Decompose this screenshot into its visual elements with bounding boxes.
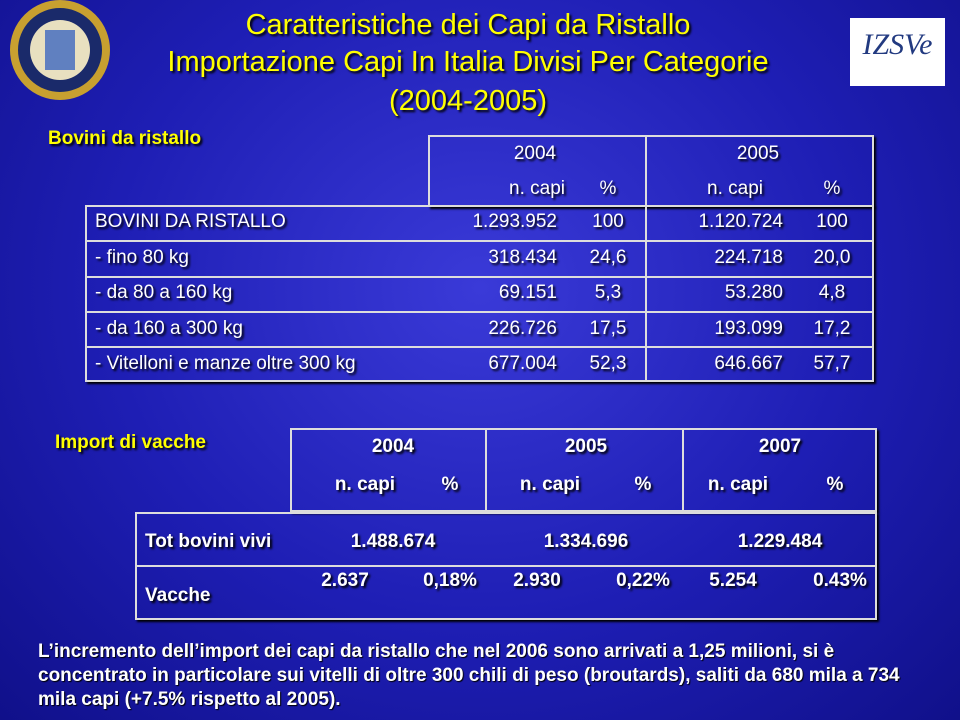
cell-value: 2.637 <box>321 570 369 591</box>
cell-value: 224.718 <box>714 246 783 268</box>
year-header: 2005 <box>564 436 608 457</box>
row-divider <box>85 276 872 278</box>
column-divider <box>645 135 647 380</box>
row-label: - da 160 a 300 kg <box>95 317 243 339</box>
cell-value: 1.120.724 <box>698 211 783 232</box>
row-divider <box>85 311 872 313</box>
year-header: 2005 <box>736 143 780 164</box>
column-divider <box>485 428 487 510</box>
column-header: % <box>441 474 459 495</box>
cell-value: 4,8 <box>818 282 846 303</box>
row-label: Tot bovini vivi <box>145 531 272 552</box>
row-divider <box>135 565 875 567</box>
cell-value: 100 <box>592 211 624 232</box>
cell-value: 1.293.952 <box>472 211 557 232</box>
column-header: n. capi <box>707 178 763 199</box>
column-header: n. capi <box>334 474 396 495</box>
cell-value: 5,3 <box>594 282 622 303</box>
cell-value: 17,2 <box>813 317 851 339</box>
cell-value: 318.434 <box>488 246 557 268</box>
izs-logo: IZSVe <box>850 18 945 86</box>
cell-value: 1.334.696 <box>543 531 629 552</box>
title-line: Caratteristiche dei Capi da Ristallo <box>245 9 691 41</box>
logo-text: IZSVe <box>862 28 933 61</box>
cell-value: 57,7 <box>813 353 851 374</box>
paragraph: L’incremento dell’import dei capi da ris… <box>38 641 900 710</box>
cell-value: 2.930 <box>513 570 561 591</box>
column-header: % <box>823 178 841 199</box>
table-header-box <box>290 428 877 512</box>
cell-value: 0,18% <box>423 570 477 591</box>
column-header: n. capi <box>707 474 769 495</box>
title-line: (2004-2005) <box>389 85 547 117</box>
cell-value: 17,5 <box>589 317 627 339</box>
column-header: % <box>826 474 844 495</box>
column-header: % <box>599 178 617 199</box>
cell-value: 20,0 <box>813 246 851 268</box>
cell-value: 0.43% <box>813 570 867 591</box>
row-divider <box>85 240 872 242</box>
cell-value: 52,3 <box>589 353 627 374</box>
cell-value: 1.488.674 <box>350 531 436 552</box>
year-header: 2004 <box>371 436 415 457</box>
row-label: BOVINI DA RISTALLO <box>95 211 286 232</box>
column-divider <box>682 428 684 510</box>
column-header: n. capi <box>519 474 581 495</box>
row-divider <box>85 346 872 348</box>
row-label: - da 80 a 160 kg <box>95 282 233 303</box>
cell-value: 24,6 <box>589 246 627 268</box>
row-label: - Vitelloni e manze oltre 300 kg <box>95 353 356 374</box>
table-body-box <box>85 205 874 382</box>
column-header: n. capi <box>509 178 565 199</box>
seal-logo <box>10 0 110 100</box>
row-label: Vacche <box>145 585 211 606</box>
cell-value: 69.151 <box>498 282 557 303</box>
cell-value: 0,22% <box>616 570 670 591</box>
table-label: Bovini da ristallo <box>48 128 202 149</box>
column-header: % <box>634 474 652 495</box>
year-header: 2004 <box>513 143 557 164</box>
table-label: Import di vacche <box>55 432 206 453</box>
cell-value: 677.004 <box>488 353 557 374</box>
cell-value: 100 <box>816 211 848 232</box>
year-header: 2007 <box>758 436 802 457</box>
cell-value: 193.099 <box>714 317 783 339</box>
cell-value: 5.254 <box>709 570 757 591</box>
row-label: - fino 80 kg <box>95 246 189 268</box>
table-header-box <box>428 135 874 207</box>
cell-value: 53.280 <box>724 282 783 303</box>
cell-value: 646.667 <box>714 353 783 374</box>
title-line: Importazione Capi In Italia Divisi Per C… <box>167 46 769 78</box>
cell-value: 1.229.484 <box>737 531 823 552</box>
cell-value: 226.726 <box>488 317 557 339</box>
